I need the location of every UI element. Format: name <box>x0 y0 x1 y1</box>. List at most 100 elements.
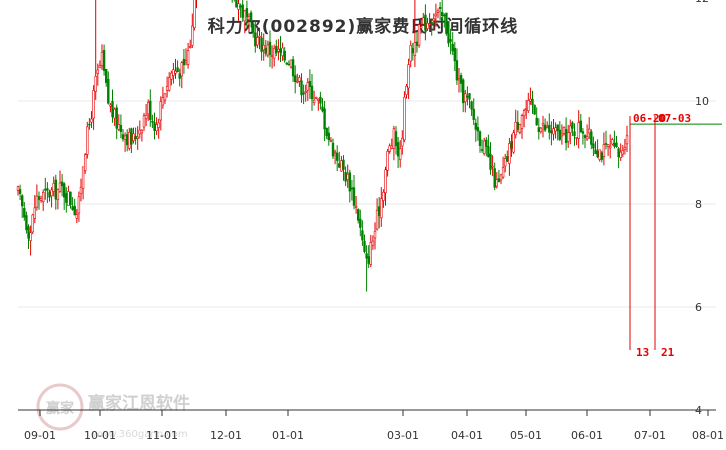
candle <box>562 126 566 136</box>
candle <box>260 32 263 61</box>
candle <box>117 114 121 132</box>
candle <box>302 84 305 105</box>
candle <box>613 130 616 149</box>
candle <box>535 107 538 126</box>
candle <box>296 73 299 84</box>
candle <box>126 129 129 152</box>
candle <box>430 18 433 36</box>
candle <box>470 100 473 116</box>
candle <box>451 32 454 56</box>
cycle-date-label: 07-03 <box>658 112 691 125</box>
x-tick-label: 03-01 <box>387 429 419 442</box>
candle <box>623 138 627 155</box>
candle <box>537 118 541 140</box>
candle <box>587 117 591 140</box>
candle <box>516 110 520 133</box>
candle <box>518 123 522 135</box>
candle <box>388 143 391 154</box>
candle <box>466 86 469 106</box>
candle <box>495 172 498 189</box>
candle <box>524 99 528 119</box>
candle <box>443 13 446 28</box>
candle <box>231 0 233 3</box>
candle <box>432 13 435 31</box>
candle <box>411 42 414 61</box>
candle <box>405 84 408 99</box>
candle <box>323 100 326 142</box>
candle <box>107 71 110 105</box>
candle <box>510 134 513 157</box>
candle <box>23 201 26 221</box>
candle <box>472 98 475 125</box>
candle <box>359 209 362 237</box>
candle <box>283 47 286 63</box>
candle <box>508 137 511 176</box>
candle <box>512 129 515 154</box>
candle <box>522 108 526 128</box>
candle <box>365 245 368 292</box>
candle <box>50 187 53 208</box>
candle <box>331 138 335 160</box>
candle <box>478 130 482 153</box>
candle <box>506 150 509 163</box>
candle <box>344 166 347 186</box>
candle <box>598 149 601 162</box>
candle <box>241 0 244 22</box>
x-tick-label: 05-01 <box>510 429 542 442</box>
candle <box>552 119 555 141</box>
candle <box>514 109 517 139</box>
watermark-text: 赢家江恩软件 <box>88 393 190 414</box>
candle <box>415 31 419 53</box>
candle <box>262 33 265 61</box>
x-tick-label: 04-01 <box>451 429 483 442</box>
candle <box>604 130 608 150</box>
candle <box>287 60 291 66</box>
candle <box>491 155 494 177</box>
candle <box>79 178 83 202</box>
candle <box>413 0 417 68</box>
y-axis: 46810121416 <box>695 0 709 417</box>
candle <box>184 48 188 66</box>
candle <box>600 150 604 163</box>
candle <box>350 179 354 201</box>
candle <box>569 119 572 145</box>
candle <box>186 42 190 69</box>
candle <box>277 39 280 61</box>
candle <box>147 99 150 121</box>
candle <box>575 137 578 145</box>
candle <box>31 213 34 235</box>
candle <box>155 117 158 136</box>
candle <box>254 20 257 53</box>
candle <box>138 120 141 139</box>
candle <box>88 117 91 130</box>
candle <box>625 125 629 153</box>
candle <box>165 76 169 98</box>
candle <box>113 107 116 126</box>
candle <box>172 62 175 84</box>
candle <box>499 173 503 185</box>
candles <box>16 0 629 292</box>
candle <box>317 98 320 111</box>
candle <box>356 208 360 224</box>
candle <box>428 13 431 32</box>
candle <box>304 84 307 102</box>
candle <box>237 0 240 22</box>
watermark-logo-icon <box>36 383 84 431</box>
candle <box>583 134 587 149</box>
candle <box>56 188 60 210</box>
candle <box>590 129 593 150</box>
candle <box>480 139 484 153</box>
candle <box>37 191 41 210</box>
candle <box>394 126 398 155</box>
candle <box>579 113 583 133</box>
candle <box>573 123 576 146</box>
candle <box>384 166 387 206</box>
candle <box>144 103 148 127</box>
candle <box>29 225 32 256</box>
x-axis: 09-01 10-01 11-01 12-01 01-01 03-01 04-01 05-01… <box>18 409 724 442</box>
candle <box>371 235 375 250</box>
candle <box>182 48 186 74</box>
candle <box>375 198 379 231</box>
candle <box>308 69 312 99</box>
candle <box>617 147 620 169</box>
